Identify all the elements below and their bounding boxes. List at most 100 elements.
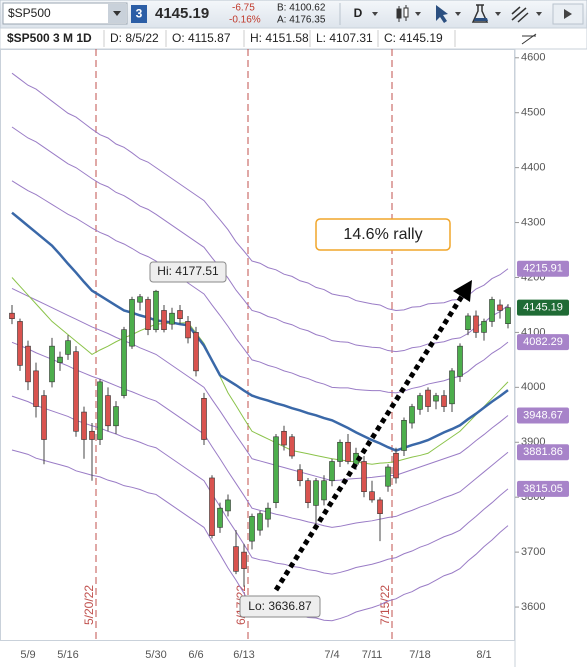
candle-body <box>505 307 511 324</box>
rally-arrow <box>273 280 472 592</box>
x-tick-label: 5/9 <box>20 649 35 661</box>
candle-body <box>105 395 111 427</box>
candle-body <box>449 370 455 405</box>
candle-body <box>369 491 375 501</box>
candle-body <box>153 290 159 330</box>
info-date: D: 8/5/22 <box>110 31 159 45</box>
candle-type-button[interactable] <box>396 5 421 22</box>
candle-body <box>193 332 199 372</box>
y-tick-label: 4600 <box>521 52 545 64</box>
info-symbol: $SP500 3 M 1D <box>7 31 92 45</box>
candle-body <box>81 411 87 440</box>
change: -6.75 <box>232 3 255 14</box>
symbol-input[interactable] <box>2 2 128 25</box>
annotation-rally: 14.6% rally <box>343 226 422 243</box>
info-low: L: 4107.31 <box>316 31 373 45</box>
indicator-line <box>11 180 509 394</box>
candle-body <box>177 310 183 319</box>
indicator-line <box>11 211 509 452</box>
y-tick-label: 4500 <box>521 107 545 119</box>
y-tick-label: 3600 <box>521 601 545 613</box>
candle-body <box>41 395 47 440</box>
price-label: 3815.05 <box>523 483 563 495</box>
candle-body <box>57 356 63 363</box>
event-label: 7/15/22 <box>378 585 392 625</box>
indicator-line <box>11 341 509 528</box>
change-percent: -0.16% <box>229 15 261 26</box>
indicator-line <box>11 288 509 482</box>
candle-body <box>401 419 407 451</box>
candle-body <box>33 370 39 407</box>
candle-body <box>201 398 207 440</box>
series-layer <box>9 72 511 622</box>
candle-body <box>241 551 247 569</box>
x-tick-label: 5/30 <box>145 649 166 661</box>
candle-body <box>249 516 255 542</box>
info-close: C: 4145.19 <box>384 31 443 45</box>
candle-body <box>265 507 271 520</box>
candle-body <box>73 351 79 432</box>
price-label-box <box>517 444 569 461</box>
price-label-box <box>517 260 569 277</box>
candle-body <box>129 299 135 347</box>
studies-button[interactable] <box>471 4 501 23</box>
candle-body <box>97 381 103 440</box>
y-tick-label: 3700 <box>521 546 545 558</box>
candle-body <box>473 315 479 333</box>
price-label-box <box>517 334 569 351</box>
x-tick-label: 6/13 <box>233 649 254 661</box>
annotation-high: Hi: 4177.51 <box>157 264 219 278</box>
candle-body <box>233 546 239 572</box>
candle-body <box>297 469 303 482</box>
annotation-low: Lo: 3636.87 <box>248 599 312 613</box>
ask: A: 4176.35 <box>277 15 326 26</box>
scroll-arrow[interactable] <box>552 3 584 25</box>
candle-body <box>145 299 151 330</box>
y-tick-label: 4000 <box>521 381 545 393</box>
candle-body <box>273 436 279 503</box>
dropdown-arrow <box>372 12 378 16</box>
candle-body <box>257 513 263 531</box>
candle-body <box>345 441 351 462</box>
period-button[interactable]: D <box>354 6 363 20</box>
chart-settings-icon[interactable] <box>521 33 537 45</box>
price-label-box <box>517 407 569 424</box>
candle-body <box>185 321 191 339</box>
candle-body <box>313 480 319 506</box>
candle-body <box>377 499 383 514</box>
info-high: H: 4151.58 <box>250 31 309 45</box>
candle-body <box>89 430 95 440</box>
candle-body <box>465 315 471 330</box>
symbol: $SP500 <box>8 6 51 20</box>
price-label: 3948.67 <box>523 409 563 421</box>
x-tick-label: 6/6 <box>188 649 203 661</box>
link-badge[interactable] <box>131 5 147 23</box>
low-label-box <box>239 595 321 618</box>
drawing-button[interactable] <box>511 6 542 23</box>
info-open: O: 4115.87 <box>172 31 231 45</box>
candle-body <box>321 480 327 501</box>
indicator-line <box>11 72 509 311</box>
candle-body <box>441 395 447 407</box>
candle-body <box>65 340 71 355</box>
candle-body <box>25 345 31 383</box>
candle-body <box>409 406 415 424</box>
candle-body <box>9 312 15 319</box>
indicator-line <box>11 395 509 575</box>
dropdown-arrow <box>113 11 121 16</box>
candle-body <box>305 480 311 503</box>
candle-body <box>137 296 143 303</box>
candle-body <box>457 345 463 377</box>
candle-body <box>161 310 167 330</box>
candle-body <box>481 321 487 333</box>
badge-text: 3 <box>136 7 143 21</box>
y-tick-label: 4300 <box>521 216 545 228</box>
candle-body <box>425 389 431 407</box>
cursor-button[interactable] <box>436 5 461 23</box>
x-tick-label: 7/4 <box>324 649 339 661</box>
high-label-box <box>149 261 227 283</box>
plot-area <box>0 49 515 641</box>
candle-body <box>361 461 367 493</box>
candle-body <box>329 461 335 482</box>
